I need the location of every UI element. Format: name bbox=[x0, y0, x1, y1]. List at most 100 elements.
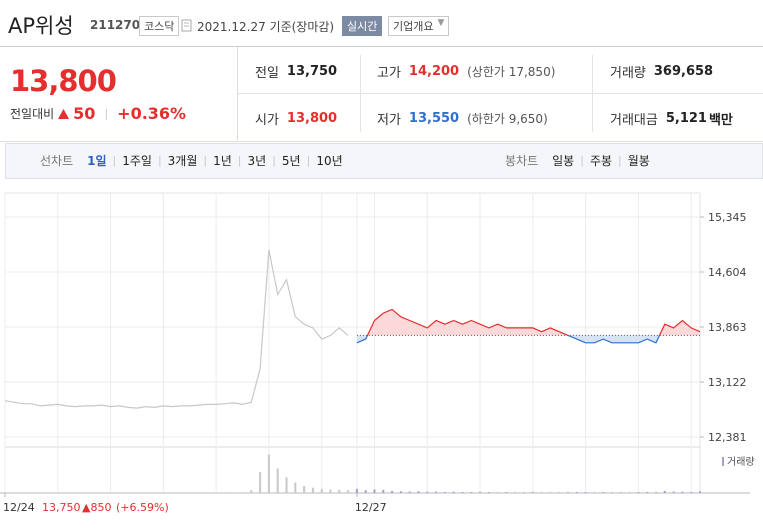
divider bbox=[237, 47, 238, 140]
tab-group-label: 봉차트 bbox=[505, 154, 539, 168]
cell-label: 거래량 bbox=[610, 66, 646, 81]
volume-bar bbox=[619, 492, 622, 493]
change-line: 전일대비 50 | +0.36% bbox=[10, 104, 186, 123]
date: 2021.12.27 bbox=[197, 20, 266, 34]
period-tab[interactable]: 3년 bbox=[247, 154, 267, 168]
separator: | bbox=[203, 154, 208, 167]
volume-bar bbox=[549, 492, 552, 493]
volume-bar bbox=[452, 491, 455, 493]
volume-bar bbox=[294, 482, 297, 493]
summary-cell: 고가 14,200 (상한가 17,850) bbox=[377, 62, 555, 81]
period-tab[interactable]: 5년 bbox=[281, 154, 301, 168]
separator: | bbox=[157, 154, 162, 167]
cell-value: 13,750 bbox=[286, 64, 338, 79]
summary-cell: 저가 13,550 (하한가 9,650) bbox=[377, 109, 548, 128]
x-tick-label: 12/27 bbox=[355, 501, 387, 514]
cell-label: 거래대금 bbox=[610, 113, 658, 128]
summary-cell: 거래대금 5,121 백만 bbox=[610, 109, 733, 128]
volume-bar bbox=[443, 491, 446, 493]
chart: 15,345 14,604 13,863 13,122 12,381 12/24 12/27… bbox=[0, 192, 755, 514]
rate: +0.36% bbox=[117, 104, 187, 123]
footer-change: ▲850 bbox=[82, 501, 111, 514]
quote-panel bbox=[0, 46, 763, 142]
volume-bar bbox=[21, 492, 24, 493]
cell-label: 고가 bbox=[377, 66, 401, 81]
volume-bar bbox=[373, 489, 376, 493]
line-tabs: 선차트 1일 | 1주일 | 3개월 | 1년 | 3년 | 5년 | 10년 bbox=[40, 152, 343, 169]
volume-bar bbox=[276, 468, 279, 493]
separator: | bbox=[580, 154, 584, 167]
tab-group-label: 선차트 bbox=[40, 154, 74, 168]
volume-bar bbox=[12, 492, 15, 493]
caret: ▼ bbox=[437, 18, 445, 28]
cell-note: (하한가 9,650) bbox=[467, 112, 548, 126]
volume-bar bbox=[602, 492, 605, 493]
volume-bar bbox=[399, 491, 402, 493]
volume-bar bbox=[320, 488, 323, 493]
period-tab[interactable]: 주봉 bbox=[589, 154, 613, 168]
footer-rate: (+6.59%) bbox=[116, 501, 169, 514]
volume-bar bbox=[487, 492, 490, 493]
volume-bar bbox=[303, 486, 306, 493]
volume-bar bbox=[338, 489, 341, 493]
realtime-badge[interactable]: 실시간 bbox=[342, 16, 383, 36]
y-tick-label: 13,122 bbox=[708, 376, 747, 389]
change: 50 bbox=[73, 104, 96, 123]
tab-bar bbox=[5, 143, 763, 179]
separator: | bbox=[104, 107, 109, 120]
y-tick-label: 13,863 bbox=[708, 321, 747, 334]
volume-bar bbox=[382, 489, 385, 493]
cell-note: (상한가 17,850) bbox=[467, 65, 556, 79]
volume-bar bbox=[408, 491, 411, 493]
volume-bar bbox=[417, 491, 420, 493]
volume-bar bbox=[655, 492, 658, 493]
price-line bbox=[4, 249, 349, 409]
volume-bar bbox=[699, 491, 701, 493]
footer-close: 13,750 bbox=[42, 501, 81, 514]
separator: | bbox=[237, 154, 242, 167]
period-tab[interactable]: 월봉 bbox=[627, 154, 650, 168]
volume-bar bbox=[558, 492, 561, 493]
menu-label: 기업개요 bbox=[393, 20, 434, 33]
cell-label: 저가 bbox=[377, 113, 401, 128]
period-tab[interactable]: 1주일 bbox=[122, 154, 152, 168]
separator: | bbox=[306, 154, 311, 167]
price-line bbox=[356, 308, 701, 344]
area-fill bbox=[356, 309, 700, 343]
cell-value: 369,658 bbox=[653, 64, 714, 79]
volume-bar bbox=[285, 477, 288, 493]
cell-value: 13,800 bbox=[286, 111, 338, 126]
menu-dropdown[interactable]: 기업개요 ▼ bbox=[388, 16, 450, 36]
period-tab[interactable]: 1일 bbox=[87, 154, 107, 168]
period-tab[interactable]: 3개월 bbox=[167, 154, 198, 168]
volume-bar bbox=[329, 489, 332, 493]
volume-bar bbox=[628, 492, 631, 493]
volume-bar bbox=[540, 492, 543, 493]
volume-bar bbox=[347, 490, 350, 493]
y-tick-label: 12,381 bbox=[708, 431, 747, 444]
up-triangle bbox=[58, 108, 70, 119]
volume-bar bbox=[223, 492, 226, 493]
stock-code: 211270 bbox=[90, 18, 141, 32]
cell-value: 13,550 bbox=[408, 111, 460, 126]
volume-bar bbox=[637, 492, 640, 493]
volume-bar bbox=[426, 491, 429, 493]
volume-bar bbox=[4, 492, 6, 493]
volume-bar bbox=[461, 491, 464, 493]
period-tab[interactable]: 10년 bbox=[316, 154, 343, 168]
period-tab[interactable]: 일봉 bbox=[552, 154, 575, 168]
volume-bar bbox=[250, 490, 253, 493]
volume-bar bbox=[531, 492, 534, 493]
legend-label: 거래량 bbox=[727, 456, 755, 468]
market-badge: 코스닥 bbox=[139, 16, 180, 36]
doc-icon bbox=[181, 19, 192, 32]
volume-bar bbox=[479, 491, 482, 493]
volume-bar bbox=[267, 454, 270, 493]
period-tab[interactable]: 1년 bbox=[213, 154, 232, 168]
separator: | bbox=[112, 154, 117, 167]
candle-tabs: 봉차트 일봉 | 주봉 | 월봉 bbox=[505, 152, 650, 169]
volume-bar bbox=[584, 492, 587, 493]
volume-bar bbox=[311, 487, 314, 493]
volume-bar bbox=[646, 491, 649, 493]
